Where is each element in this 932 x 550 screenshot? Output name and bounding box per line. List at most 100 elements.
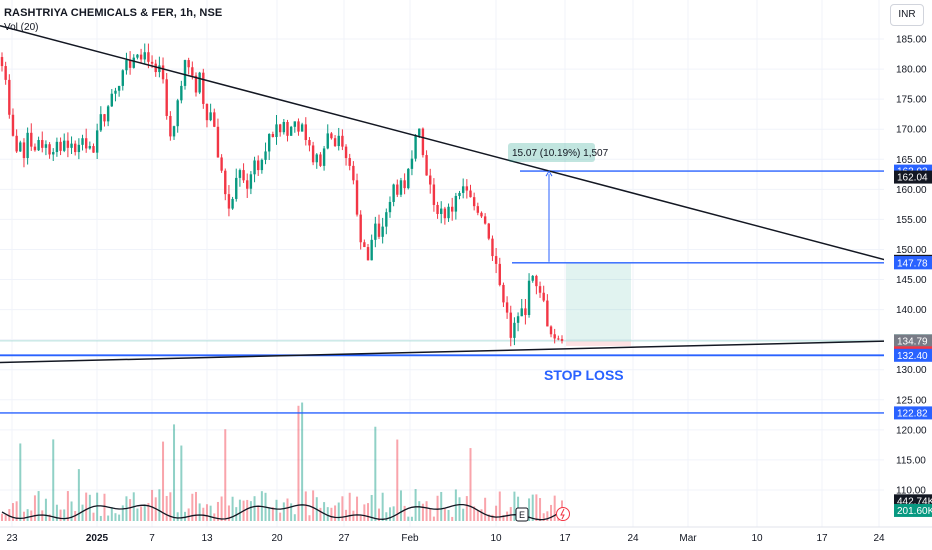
volume-bar — [443, 508, 446, 521]
candle-body — [443, 208, 447, 219]
volume-bar — [220, 496, 223, 521]
volume-bar — [114, 513, 117, 521]
volume-bar — [136, 508, 139, 521]
candle-body — [538, 286, 542, 293]
volume-bar — [92, 512, 95, 521]
price-range-measure[interactable]: 15.07 (10.19%) 1,507 STOP LOSS — [508, 143, 624, 383]
candle-body — [450, 206, 454, 212]
candle-body — [154, 63, 157, 73]
volume-bar — [140, 506, 143, 521]
volume-bar — [531, 494, 534, 521]
volume-indicator-label[interactable]: Vol (20) — [4, 22, 39, 33]
candle-body — [150, 61, 154, 64]
candle-body — [22, 142, 26, 159]
volume-bar — [162, 441, 165, 521]
candle-body — [81, 138, 84, 145]
currency-button[interactable]: INR — [890, 4, 924, 26]
price-tag-label: 122.82 — [897, 408, 928, 419]
volume-bar — [48, 514, 51, 521]
candle-body — [308, 140, 311, 146]
candle-body — [183, 60, 187, 86]
candle-body — [458, 192, 461, 196]
candle-body — [429, 175, 432, 185]
candle-body — [125, 60, 128, 71]
candle-body — [117, 85, 121, 91]
volume-bar — [209, 505, 212, 521]
candle-body — [560, 339, 564, 341]
measure-label: 15.07 (10.19%) 1,507 — [512, 148, 609, 159]
volume-bar — [249, 501, 252, 521]
candle-body — [421, 128, 425, 156]
price-tick-label: 140.00 — [896, 305, 927, 316]
price-tag — [894, 256, 932, 270]
volume-bar — [381, 492, 384, 521]
long-position-tool[interactable] — [0, 262, 896, 346]
volume-bar — [63, 509, 66, 521]
time-axis[interactable]: 23 2025 7 13 20 27 Feb 10 17 24 Mar 10 17 24 — [0, 526, 932, 544]
candle-body — [502, 284, 505, 303]
candle-body — [136, 54, 139, 58]
candle-body — [110, 93, 114, 107]
trendlines[interactable] — [0, 25, 897, 364]
candle-body — [238, 170, 242, 178]
volume-bar — [176, 512, 179, 521]
event-markers[interactable]: E — [515, 507, 570, 522]
candle-body — [246, 180, 249, 189]
volume-bar — [118, 514, 121, 521]
candle-body — [8, 79, 11, 115]
candle-body — [469, 190, 472, 198]
candle-body — [121, 70, 124, 86]
candle-body — [289, 126, 293, 136]
volume-bar — [469, 448, 472, 521]
candle-body — [505, 302, 509, 313]
volume-bar — [359, 515, 362, 521]
candle-body — [271, 134, 275, 138]
candle-body — [330, 133, 333, 139]
candle-body — [15, 135, 18, 152]
candle-body — [286, 121, 289, 136]
candle-body — [344, 146, 348, 159]
candle-body — [315, 154, 318, 163]
time-tick-label: 10 — [490, 533, 502, 544]
candle-body — [425, 155, 428, 176]
volume-bar — [191, 493, 194, 521]
candle-body — [205, 103, 209, 121]
measure-label-box — [508, 143, 595, 162]
price-tick-label: 160.00 — [896, 185, 927, 196]
candle-body — [264, 151, 267, 160]
volume-bar — [341, 496, 344, 521]
earnings-marker — [515, 507, 529, 522]
candle-body — [161, 65, 165, 80]
candle-body — [242, 170, 245, 181]
price-tick-label: 120.00 — [896, 425, 927, 436]
symbol-title[interactable]: RASHTRIYA CHEMICALS & FER, 1h, NSE — [4, 7, 223, 19]
time-tick-label: 17 — [816, 533, 828, 544]
candle-body — [59, 141, 62, 151]
candle-body — [432, 184, 436, 205]
candle-body — [326, 133, 329, 149]
candle-body — [227, 194, 231, 209]
price-axis-background — [884, 0, 932, 550]
volume-bar — [271, 507, 274, 521]
volume-bar — [363, 504, 366, 521]
volume-bar — [323, 502, 326, 521]
volume-bar — [385, 512, 388, 521]
candle-body — [363, 242, 366, 248]
candle-body — [128, 60, 132, 68]
price-axis[interactable]: 185.00 180.00 175.00 170.00 165.00 160.00 155.… — [884, 0, 932, 550]
price-tick-label: 145.00 — [896, 275, 927, 286]
time-tick-label: 20 — [271, 533, 283, 544]
candle-body — [396, 184, 399, 195]
horizontal-lines[interactable] — [0, 170, 896, 414]
volume-bar — [367, 503, 370, 521]
volume-bar — [425, 501, 428, 521]
volume-bar — [110, 507, 113, 521]
volume-bar — [403, 505, 406, 521]
candle-body — [132, 57, 135, 68]
volume-bar — [52, 439, 55, 521]
candle-body — [509, 312, 512, 338]
candle-body — [191, 67, 194, 76]
candle-body — [359, 214, 362, 243]
volume-bar — [374, 426, 377, 521]
